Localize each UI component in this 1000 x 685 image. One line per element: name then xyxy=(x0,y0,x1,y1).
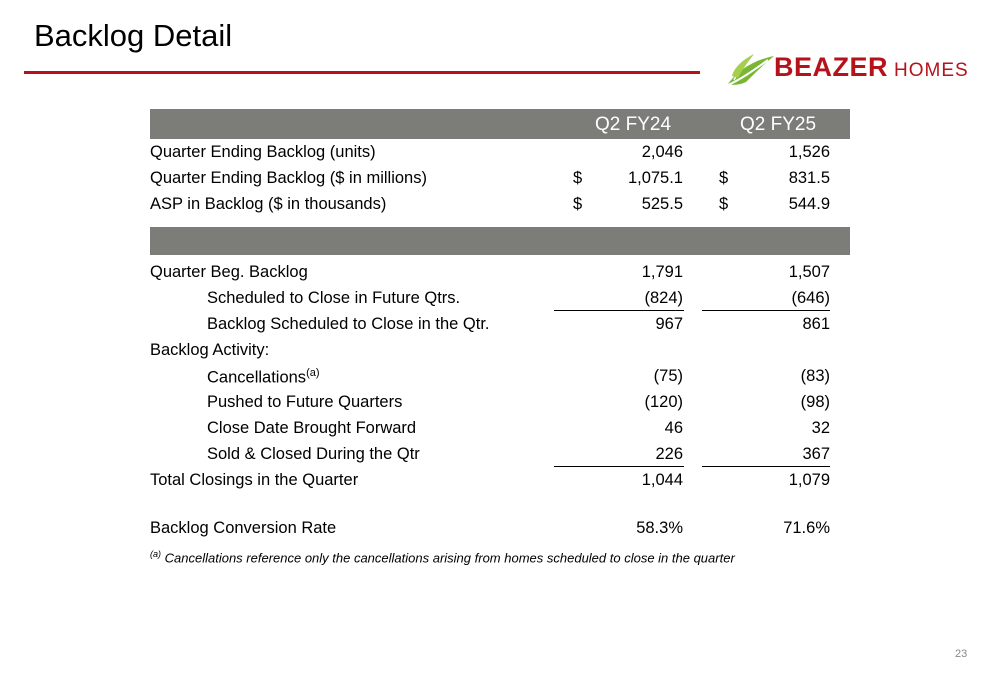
column-header-q2-fy25: Q2 FY25 xyxy=(740,114,817,135)
currency-symbol: $ xyxy=(719,195,729,213)
value-q2-fy24: 2,046 xyxy=(641,143,683,161)
row-label: ASP in Backlog ($ in thousands) xyxy=(150,195,387,213)
value-q2-fy24: 1,791 xyxy=(641,263,683,281)
slide-title: Backlog Detail xyxy=(34,18,233,53)
table-row: Total Closings in the Quarter 1,044 1,07… xyxy=(150,467,850,493)
row-label: Quarter Ending Backlog ($ in millions) xyxy=(150,169,427,187)
value-q2-fy25: 1,507 xyxy=(788,263,830,281)
logo-brand-text: BEAZER xyxy=(774,52,889,82)
value-q2-fy25: 544.9 xyxy=(788,195,830,213)
table-row: Cancellations(a) (75) (83) xyxy=(150,363,850,389)
table-row: ASP in Backlog ($ in thousands) $ 525.5 … xyxy=(150,191,850,217)
row-label: Backlog Scheduled to Close in the Qtr. xyxy=(207,315,490,333)
row-label: Quarter Beg. Backlog xyxy=(150,263,308,281)
value-q2-fy24: (75) xyxy=(653,367,683,385)
footnote-text: Cancellations reference only the cancell… xyxy=(164,550,735,566)
value-q2-fy25: 71.6% xyxy=(783,519,830,537)
table-row: Quarter Beg. Backlog 1,791 1,507 xyxy=(150,259,850,285)
footnote: (a) Cancellations reference only the can… xyxy=(150,549,735,565)
table-row: Scheduled to Close in Future Qtrs. (824)… xyxy=(150,285,850,311)
table-row: Quarter Ending Backlog ($ in millions) $… xyxy=(150,165,850,191)
leaf-logo-icon xyxy=(725,54,774,87)
subtotal-underline xyxy=(554,466,684,467)
row-label: Pushed to Future Quarters xyxy=(207,393,403,411)
value-q2-fy25: (646) xyxy=(791,289,830,307)
value-q2-fy25: 1,526 xyxy=(788,143,830,161)
value-q2-fy25: 1,079 xyxy=(788,471,830,489)
value-q2-fy25: (83) xyxy=(800,367,830,385)
logo-suffix-text: HOMES xyxy=(894,60,969,81)
value-q2-fy24: 1,044 xyxy=(641,471,683,489)
row-label: Backlog Activity: xyxy=(150,341,270,359)
subtotal-underline xyxy=(554,310,684,311)
table-row: Close Date Brought Forward 46 32 xyxy=(150,415,850,441)
value-q2-fy25: 32 xyxy=(811,419,830,437)
currency-symbol: $ xyxy=(573,169,583,187)
table-row: Sold & Closed During the Qtr 226 367 xyxy=(150,441,850,467)
row-label: Scheduled to Close in Future Qtrs. xyxy=(207,289,461,307)
row-spacer xyxy=(150,493,850,515)
subtotal-underline xyxy=(702,310,830,311)
currency-symbol: $ xyxy=(573,195,583,213)
page-number: 23 xyxy=(955,648,968,660)
value-q2-fy25: 831.5 xyxy=(788,169,830,187)
row-label: Quarter Ending Backlog (units) xyxy=(150,143,376,161)
value-q2-fy24: 58.3% xyxy=(636,519,683,537)
value-q2-fy24: 525.5 xyxy=(641,195,683,213)
currency-symbol: $ xyxy=(719,169,729,187)
value-q2-fy25: (98) xyxy=(800,393,830,411)
row-label-text: Cancellations xyxy=(207,368,307,387)
footnote-marker: (a) xyxy=(306,367,320,379)
value-q2-fy25: 367 xyxy=(802,445,830,463)
table-row: Backlog Conversion Rate 58.3% 71.6% xyxy=(150,515,850,541)
table-row: Backlog Activity: xyxy=(150,337,850,363)
section-separator-band xyxy=(150,227,850,255)
table-header: Q2 FY24 Q2 FY25 xyxy=(150,109,850,139)
row-label: Backlog Conversion Rate xyxy=(150,519,337,537)
logo-wordmark: BEAZER HOMES xyxy=(774,52,969,83)
row-label: Close Date Brought Forward xyxy=(207,419,417,437)
title-divider xyxy=(24,71,700,74)
value-q2-fy24: (824) xyxy=(644,289,683,307)
row-label: Total Closings in the Quarter xyxy=(150,471,359,489)
value-q2-fy25: 861 xyxy=(802,315,830,333)
value-q2-fy24: 226 xyxy=(655,445,683,463)
row-label-cancellations: Cancellations(a) xyxy=(207,367,320,388)
value-q2-fy24: 46 xyxy=(664,419,683,437)
column-header-q2-fy24: Q2 FY24 xyxy=(595,114,672,135)
row-label: Sold & Closed During the Qtr xyxy=(207,445,420,463)
subtotal-underline xyxy=(702,466,830,467)
value-q2-fy24: 1,075.1 xyxy=(627,169,683,187)
beazer-homes-logo: BEAZER HOMES xyxy=(724,48,984,90)
value-q2-fy24: (120) xyxy=(644,393,683,411)
backlog-table: Q2 FY24 Q2 FY25 Quarter Ending Backlog (… xyxy=(150,109,850,541)
table-row: Pushed to Future Quarters (120) (98) xyxy=(150,389,850,415)
table-row: Backlog Scheduled to Close in the Qtr. 9… xyxy=(150,311,850,337)
value-q2-fy24: 967 xyxy=(655,315,683,333)
footnote-marker: (a) xyxy=(150,549,161,559)
table-row: Quarter Ending Backlog (units) 2,046 1,5… xyxy=(150,139,850,165)
